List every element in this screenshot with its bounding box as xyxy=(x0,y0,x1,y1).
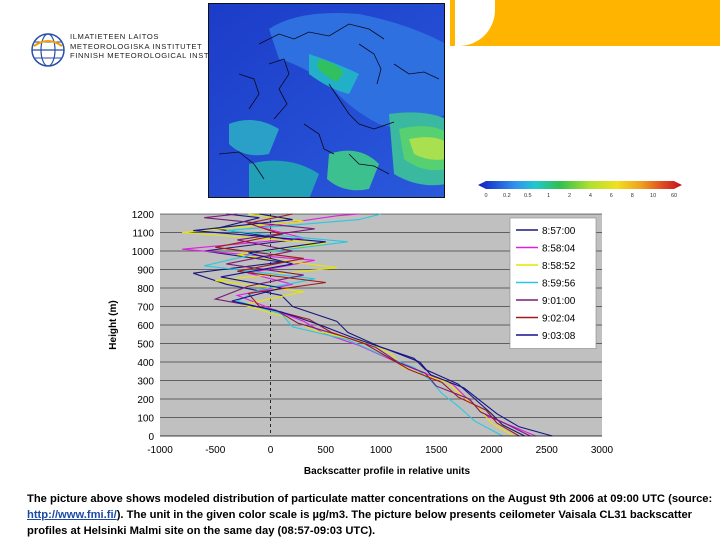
legend-label: 9:01:00 xyxy=(542,296,576,307)
caption-text-after: ). The unit in the given color scale is … xyxy=(27,509,693,537)
logo-line-2: METEOROLOGISKA INSTITUTET xyxy=(70,41,203,51)
legend-label: 9:03:08 xyxy=(542,331,576,342)
legend-label: 8:57:00 xyxy=(542,226,576,237)
y-tick-label: 200 xyxy=(137,395,154,406)
caption-text-before: The picture above shows modeled distribu… xyxy=(27,493,713,505)
y-tick-label: 1000 xyxy=(132,247,155,258)
scale-tick-label: 0.2 xyxy=(503,193,511,199)
x-tick-label: 2500 xyxy=(536,445,559,456)
chart-svg: 0 100 200 300 400 500 600 700 800 900 1000 1100 1200… xyxy=(108,210,614,477)
y-tick-label: 0 xyxy=(148,432,154,443)
globe-icon xyxy=(31,33,65,67)
series-line xyxy=(193,213,553,437)
legend-label: 9:02:04 xyxy=(542,314,576,325)
y-axis-label: Height (m) xyxy=(108,300,119,349)
y-tick-label: 900 xyxy=(137,266,154,277)
y-tick-label: 500 xyxy=(137,340,154,351)
logo-line-3: FINNISH METEOROLOGICAL INST xyxy=(70,51,210,60)
x-tick-label: -1000 xyxy=(147,445,173,456)
legend-label: 8:58:52 xyxy=(542,261,576,272)
x-tick-label: 1500 xyxy=(425,445,448,456)
scale-tick-label: 1 xyxy=(547,193,550,199)
scale-tick-label: 4 xyxy=(589,193,592,199)
y-tick-label: 300 xyxy=(137,377,154,388)
source-link[interactable]: http://www.fmi.fi/ xyxy=(27,509,117,521)
legend-box xyxy=(509,217,597,349)
y-tick-label: 600 xyxy=(137,321,154,332)
y-tick-label: 700 xyxy=(137,303,154,314)
y-tick-label: 100 xyxy=(137,414,154,425)
x-tick-label: -500 xyxy=(205,445,225,456)
y-tick-label: 1100 xyxy=(132,229,154,240)
x-axis-label: Backscatter profile in relative units xyxy=(304,466,471,477)
scale-tick-label: 60 xyxy=(671,193,677,199)
scale-tick-label: 10 xyxy=(650,193,656,199)
scale-tick-label: 0.5 xyxy=(524,193,532,199)
x-tick-label: 1000 xyxy=(370,445,393,456)
legend-label: 8:58:04 xyxy=(542,244,576,255)
y-tick-label: 400 xyxy=(137,358,154,369)
caption: The picture above shows modeled distribu… xyxy=(27,491,717,539)
series-line xyxy=(215,213,520,437)
x-tick-label: 0 xyxy=(268,445,274,456)
color-scale: 0 0.2 0.5 1 2 4 6 8 10 60 xyxy=(478,178,688,200)
scale-tick-label: 0 xyxy=(484,193,487,199)
x-tick-label: 2000 xyxy=(480,445,503,456)
y-tick-label: 800 xyxy=(137,284,154,295)
fmi-logo: ILMATIETEEN LAITOS METEOROLOGISKA INSTIT… xyxy=(30,30,210,72)
backscatter-chart: 0 100 200 300 400 500 600 700 800 900 1000 1100 1200… xyxy=(100,204,620,490)
series-line xyxy=(193,213,525,437)
legend-label: 8:59:56 xyxy=(542,279,576,290)
scale-tick-label: 6 xyxy=(610,193,613,199)
x-tick-label: 500 xyxy=(317,445,334,456)
particulate-matter-map xyxy=(208,3,445,198)
logo-line-1: ILMATIETEEN LAITOS xyxy=(70,32,160,41)
x-tick-label: 3000 xyxy=(591,445,614,456)
y-tick-label: 1200 xyxy=(132,210,155,221)
header-banner xyxy=(450,0,720,46)
series-line xyxy=(204,213,531,437)
scale-tick-label: 2 xyxy=(568,193,571,199)
scale-tick-label: 8 xyxy=(631,193,634,199)
